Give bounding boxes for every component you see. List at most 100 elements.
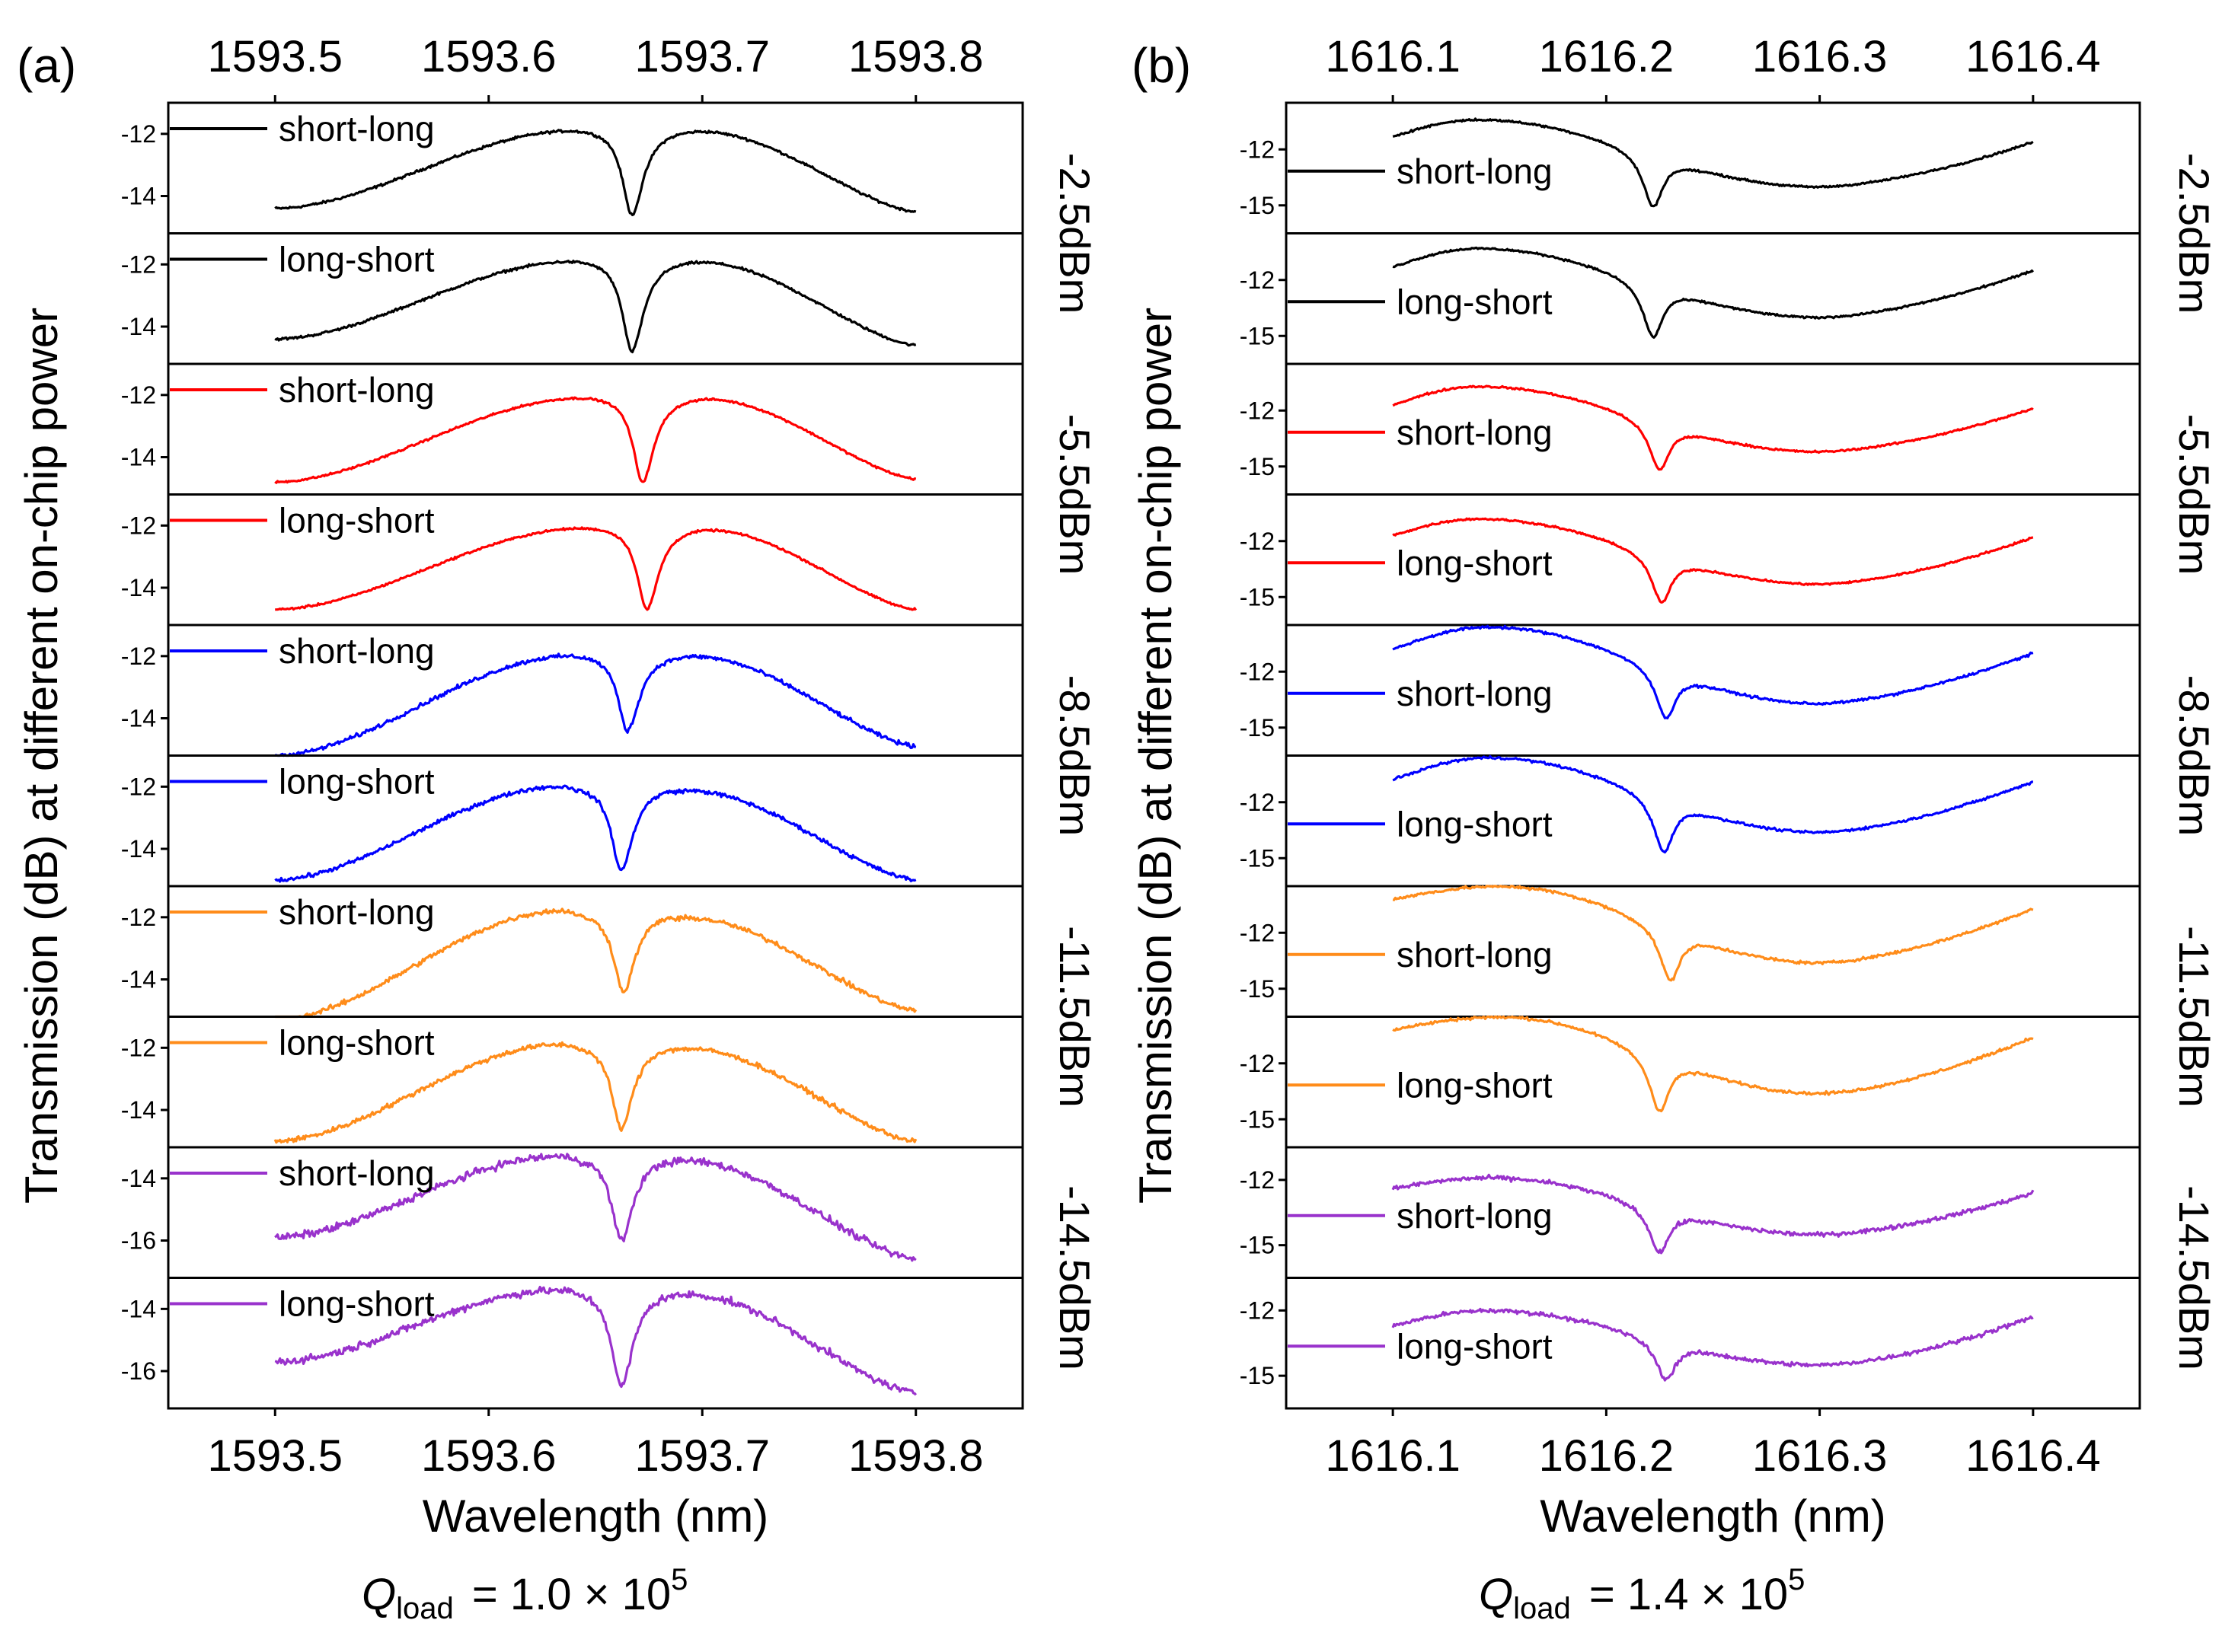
legend-label: short-long <box>279 1153 435 1193</box>
y-axis-label: Transmission (dB) at different on-chip p… <box>16 308 67 1204</box>
q-subscript: load <box>396 1592 454 1625</box>
top-tick-label: 1616.1 <box>1325 32 1460 81</box>
subplot-frame <box>167 1277 1024 1410</box>
y-tick-label: -15 <box>1240 192 1275 219</box>
series-line <box>1392 384 2034 471</box>
q-load-annotation: Qload = 1.0 × 105 <box>362 1563 688 1625</box>
series-line <box>1392 117 2034 208</box>
legend-label: short-long <box>1397 151 1553 191</box>
legend-label: long-short <box>279 240 435 279</box>
legend-label: long-short <box>279 501 435 541</box>
subplot: -15 -12 short-long <box>1240 101 2141 234</box>
subplot-frame <box>1285 1277 2141 1410</box>
legend-label: short-long <box>1397 935 1553 974</box>
y-tick-label: -14 <box>121 444 156 471</box>
subplot: -15 -12 long-short <box>1240 1277 2141 1410</box>
q-exponent: 5 <box>1788 1563 1805 1596</box>
series-line <box>1391 1173 2035 1255</box>
bottom-tick-label: 1593.7 <box>635 1431 770 1481</box>
y-tick-label: -12 <box>121 1034 156 1061</box>
q-exponent: 5 <box>671 1563 688 1596</box>
top-tick-label: 1616.3 <box>1752 32 1887 81</box>
subplot: -14 -12 long-short <box>121 493 1024 627</box>
legend-label: long-short <box>279 1284 435 1324</box>
y-tick-label: -12 <box>1240 789 1275 816</box>
legend-label: long-short <box>1397 1326 1553 1366</box>
y-tick-label: -12 <box>121 120 156 148</box>
series-line <box>1392 885 2034 982</box>
series-line <box>1391 1307 2034 1382</box>
series-line <box>275 907 918 1019</box>
series-line <box>1392 1015 2034 1113</box>
series-line <box>1392 246 2035 339</box>
panel-b: 1616.1 1616.1 1616.2 1616.2 1616.3 1616.3 1616… <box>1130 32 2218 1625</box>
subplot: -15 -12 short-long <box>1240 885 2141 1018</box>
subplot: -16 -14 short-long <box>121 1146 1024 1279</box>
legend-label: long-short <box>1397 543 1553 582</box>
legend-label: short-long <box>1397 674 1553 713</box>
y-tick-label: -12 <box>1240 658 1275 685</box>
y-tick-label: -12 <box>1240 1050 1275 1077</box>
bottom-tick-label: 1616.2 <box>1539 1431 1674 1481</box>
q-subscript: load <box>1513 1592 1571 1625</box>
panel-a-label: (a) <box>17 38 76 93</box>
bottom-tick-label: 1616.1 <box>1325 1431 1460 1481</box>
q-symbol: Q <box>362 1570 396 1619</box>
top-tick-label: 1616.2 <box>1539 32 1674 81</box>
series-line <box>273 1041 918 1144</box>
subplot: -14 -12 short-long <box>121 362 1024 496</box>
legend-label: long-short <box>1397 804 1553 844</box>
y-tick-label: -12 <box>1240 266 1275 294</box>
series-line <box>274 1153 917 1262</box>
power-label: -5.5dBm <box>1051 414 1099 576</box>
subplot: -16 -14 long-short <box>121 1277 1024 1410</box>
series-line <box>274 652 917 757</box>
bottom-tick-label: 1616.3 <box>1752 1431 1887 1481</box>
y-tick-label: -14 <box>121 1295 156 1322</box>
q-value: = 1.0 × 10 <box>460 1570 671 1619</box>
y-tick-label: -14 <box>121 835 156 863</box>
y-tick-label: -15 <box>1240 714 1275 741</box>
subplot: -14 -12 short-long <box>121 101 1024 234</box>
power-label: -14.5dBm <box>1051 1185 1099 1370</box>
legend-label: long-short <box>1397 1065 1553 1105</box>
y-tick-label: -16 <box>121 1227 156 1255</box>
y-tick-label: -12 <box>121 512 156 539</box>
subplot: -15 -12 long-short <box>1240 1015 2141 1149</box>
legend-label: short-long <box>1397 1196 1553 1236</box>
y-tick-label: -12 <box>1240 397 1275 424</box>
top-tick-label: 1616.4 <box>1965 32 2100 81</box>
bottom-tick-label: 1593.6 <box>421 1431 556 1481</box>
y-tick-label: -12 <box>1240 528 1275 555</box>
subplot: -15 -12 long-short <box>1240 493 2141 627</box>
bottom-tick-label: 1593.5 <box>208 1431 343 1481</box>
y-tick-label: -12 <box>1240 1296 1275 1324</box>
x-axis-label: Wavelength (nm) <box>423 1491 769 1542</box>
y-tick-label: -15 <box>1240 453 1275 480</box>
y-tick-label: -14 <box>121 313 156 340</box>
y-tick-label: -12 <box>1240 1166 1275 1194</box>
q-symbol: Q <box>1479 1570 1513 1619</box>
legend-label: short-long <box>279 109 435 148</box>
series-line <box>275 526 918 611</box>
y-tick-label: -15 <box>1240 322 1275 349</box>
y-tick-label: -12 <box>1240 136 1275 163</box>
y-tick-label: -12 <box>121 643 156 670</box>
y-tick-label: -14 <box>121 1165 156 1192</box>
panel-a: 1593.5 1593.5 1593.6 1593.6 1593.7 1593.7 1593… <box>16 32 1099 1625</box>
legend-label: short-long <box>279 892 435 932</box>
top-tick-label: 1593.5 <box>208 32 343 81</box>
y-axis-label: Transmission (dB) at different on-chip p… <box>1130 308 1181 1204</box>
subplot: -14 -12 long-short <box>121 1016 1024 1149</box>
legend-label: short-long <box>279 370 435 410</box>
y-tick-label: -12 <box>121 381 156 409</box>
y-tick-label: -12 <box>121 250 156 278</box>
top-tick-label: 1593.6 <box>421 32 556 81</box>
series-line <box>1392 754 2033 854</box>
subplot: -14 -12 short-long <box>121 623 1024 757</box>
power-label: -5.5dBm <box>2170 414 2218 576</box>
legend-label: short-long <box>279 631 435 671</box>
subplot: -15 -12 long-short <box>1240 232 2141 365</box>
legend-label: long-short <box>279 1023 435 1063</box>
